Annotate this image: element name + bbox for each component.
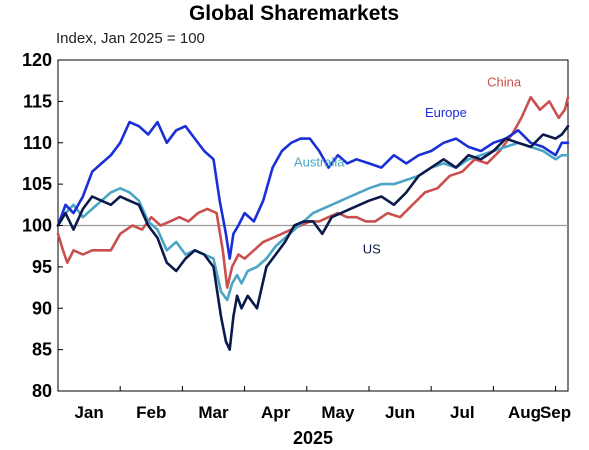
x-tick-label: Mar [198,403,229,422]
series-line-us [56,124,570,351]
x-tick-label: Apr [261,403,291,422]
x-tick-label: Aug [508,403,541,422]
x-tick-label: Sep [540,403,571,422]
chart-subtitle: Index, Jan 2025 = 100 [56,30,205,47]
y-tick-label: 95 [32,257,52,277]
series-line-china [56,95,570,289]
x-tick-label: May [321,403,355,422]
y-tick-label: 80 [32,381,52,401]
x-tick-label: Jul [450,403,475,422]
chart-title: Global Sharemarkets [189,2,399,25]
series-line-australia [56,141,570,302]
series-layer [56,95,570,351]
y-tick-label: 105 [22,174,52,194]
series-label-australia: Australia [294,155,345,170]
y-tick-label: 90 [32,298,52,318]
series-label-china: China [487,74,522,89]
y-tick-label: 85 [32,340,52,360]
y-tick-label: 115 [23,91,52,111]
y-tick-label: 110 [23,133,52,153]
x-tick-label: Jun [385,403,415,422]
series-label-europe: Europe [425,105,467,120]
y-tick-label: 100 [22,216,52,236]
x-tick-label: Feb [136,403,166,422]
x-axis-label: 2025 [293,428,333,448]
y-tick-label: 120 [22,50,52,70]
series-line-europe [56,120,570,260]
x-tick-label: Jan [74,403,103,422]
series-label-us: US [363,242,381,257]
series-labels: US Europe Australia China [294,74,522,256]
y-axis: 80 85 90 95 100 105 110 115 120 [22,50,63,401]
